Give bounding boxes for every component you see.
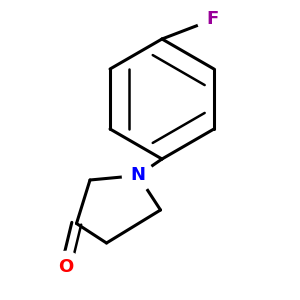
Text: F: F — [207, 11, 219, 28]
Circle shape — [197, 4, 229, 35]
Text: O: O — [58, 258, 74, 276]
Circle shape — [122, 160, 154, 191]
Circle shape — [50, 251, 82, 283]
Text: N: N — [130, 167, 146, 184]
